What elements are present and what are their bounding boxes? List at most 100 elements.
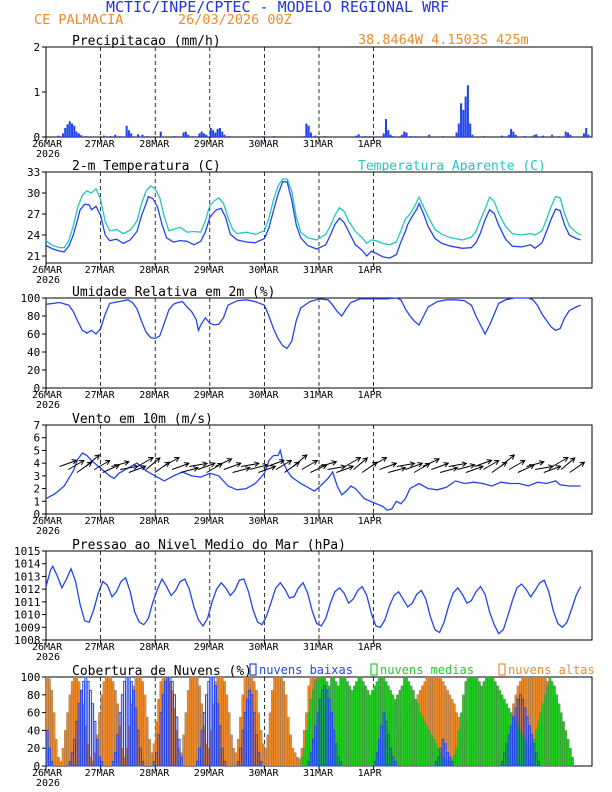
- wind-xtick-label: 1APR: [358, 516, 383, 527]
- precip-bar: [146, 136, 149, 137]
- cloud-low-bar: [255, 734, 258, 767]
- clouds-xtick-label: 30MAR: [248, 768, 279, 779]
- precip-bar: [228, 136, 231, 137]
- panel-mslp: 26MAR 27MAR 28MAR 29MAR 30MAR 31MAR 1APR 2026 10…: [14, 538, 593, 663]
- cloud-mid-bar: [494, 681, 497, 767]
- cloud-low-bar: [141, 761, 145, 767]
- temp-subtitle: Temperatura Aparente (C): [358, 159, 546, 174]
- temp-series-line: [45, 181, 581, 259]
- cloud-high-bar: [68, 694, 72, 767]
- cloud-mid-bar: [416, 703, 420, 767]
- panel-wind: 26MAR 27MAR 28MAR 29MAR 30MAR 31MAR 1APR 2026 01…: [32, 412, 593, 537]
- wind-arrow-head: [331, 460, 338, 466]
- cloud-high-bar: [275, 676, 279, 767]
- wind-arrow: [370, 457, 387, 467]
- cloud-mid-bar: [548, 676, 552, 767]
- cloud-mid-bar: [566, 739, 570, 767]
- cloud-high-bar: [61, 748, 65, 767]
- cloud-mid-bar: [305, 730, 308, 767]
- precip-bar: [216, 128, 219, 137]
- rh-xtick-label: 29MAR: [194, 390, 225, 401]
- temp-ytick-label: 33: [27, 166, 40, 179]
- wind-arrow: [275, 460, 292, 470]
- wind-ytick-label: 6: [34, 432, 41, 445]
- precip-bar: [501, 135, 504, 137]
- wind-arrow: [560, 457, 576, 470]
- precip-bar: [582, 133, 585, 137]
- cloud-mid-bar: [341, 676, 345, 767]
- cloud-high-bar: [148, 739, 151, 767]
- cloud-high-bar: [264, 748, 267, 767]
- precip-bar: [61, 133, 64, 137]
- cloud-mid-bar: [459, 712, 463, 767]
- wind-arrow-head: [355, 456, 362, 463]
- wind-arrow: [93, 460, 111, 470]
- mslp-ytick-label: 1013: [14, 570, 41, 583]
- cloud-mid-bar: [564, 730, 568, 767]
- wind-xtick-label: 28MAR: [139, 516, 170, 527]
- cloud-mid-bar: [398, 690, 402, 767]
- mslp-ytick-label: 1010: [14, 609, 41, 622]
- cloud-low-bar: [537, 761, 541, 767]
- cloud-high-bar: [230, 734, 233, 767]
- precip-year-label: 2026: [36, 149, 60, 160]
- wind-arrow-head: [183, 462, 190, 468]
- cloud-high-bar: [268, 712, 272, 767]
- cloud-mid-bar: [544, 694, 547, 767]
- cloud-high-bar: [184, 712, 188, 767]
- wind-arrow-head: [362, 457, 369, 463]
- wind-arrow-head: [569, 457, 576, 463]
- cloud-mid-bar: [473, 676, 477, 767]
- cloud-high-bar: [232, 748, 235, 767]
- wind-arrow: [422, 458, 440, 467]
- precip-bar: [564, 131, 567, 137]
- cloud-mid-bar: [418, 712, 422, 767]
- cloud-low-bar: [334, 743, 338, 767]
- wind-arrow-head: [244, 466, 251, 472]
- precip-bar: [205, 134, 208, 137]
- rh-title: Umidade Relativa em 2m (%): [72, 285, 276, 300]
- temp-xtick-label: 1APR: [358, 265, 383, 276]
- clouds-ytick-label: 100: [21, 671, 41, 684]
- wind-arrow: [85, 454, 100, 467]
- precip-bar: [384, 119, 388, 137]
- wind-arrow-head: [519, 459, 526, 466]
- wind-arrow: [163, 457, 180, 467]
- cloud-high-bar: [280, 676, 283, 767]
- wind-arrow: [266, 459, 285, 467]
- legend-label-low: nuvens baixas: [259, 663, 353, 677]
- panel-temp: 26MAR 27MAR 28MAR 29MAR 30MAR 31MAR 1APR 2026 21…: [27, 159, 593, 286]
- wind-arrow-head: [301, 454, 308, 460]
- temp-xtick-label: 27MAR: [85, 265, 116, 276]
- rh-xtick-label: 1APR: [358, 390, 383, 401]
- cloud-high-bar: [196, 676, 199, 767]
- precip-bar: [309, 132, 312, 137]
- cloud-low-bar: [450, 761, 454, 767]
- clouds-ytick-label: 0: [34, 760, 41, 773]
- cloud-low-bar: [139, 747, 142, 767]
- clouds-title: Cobertura de Nuvens (%): [72, 664, 252, 679]
- rh-ytick-label: 20: [27, 364, 40, 377]
- precip-bar: [566, 132, 570, 137]
- cloud-high-bar: [66, 712, 69, 767]
- clouds-ytick-label: 60: [27, 707, 40, 720]
- wind-arrow: [483, 460, 500, 470]
- wind-arrow-head: [477, 465, 484, 471]
- precip-bar: [262, 136, 265, 137]
- wind-arrow-head: [555, 465, 562, 471]
- wind-arrow-head: [104, 459, 111, 466]
- cloud-mid-bar: [484, 676, 488, 767]
- precip-bar: [569, 134, 572, 137]
- temp-xtick-label: 30MAR: [248, 265, 279, 276]
- rh-xtick-label: 27MAR: [85, 390, 116, 401]
- cloud-mid-bar: [464, 681, 468, 767]
- wind-arrow-head: [501, 461, 508, 467]
- precip-bar: [102, 135, 105, 137]
- cloud-high-bar: [291, 748, 295, 767]
- precip-bar: [209, 128, 212, 137]
- cloud-mid-bar: [466, 676, 470, 767]
- cloud-low-bar: [95, 738, 99, 767]
- cloud-mid-bar: [555, 694, 558, 767]
- cloud-high-bar: [298, 758, 301, 767]
